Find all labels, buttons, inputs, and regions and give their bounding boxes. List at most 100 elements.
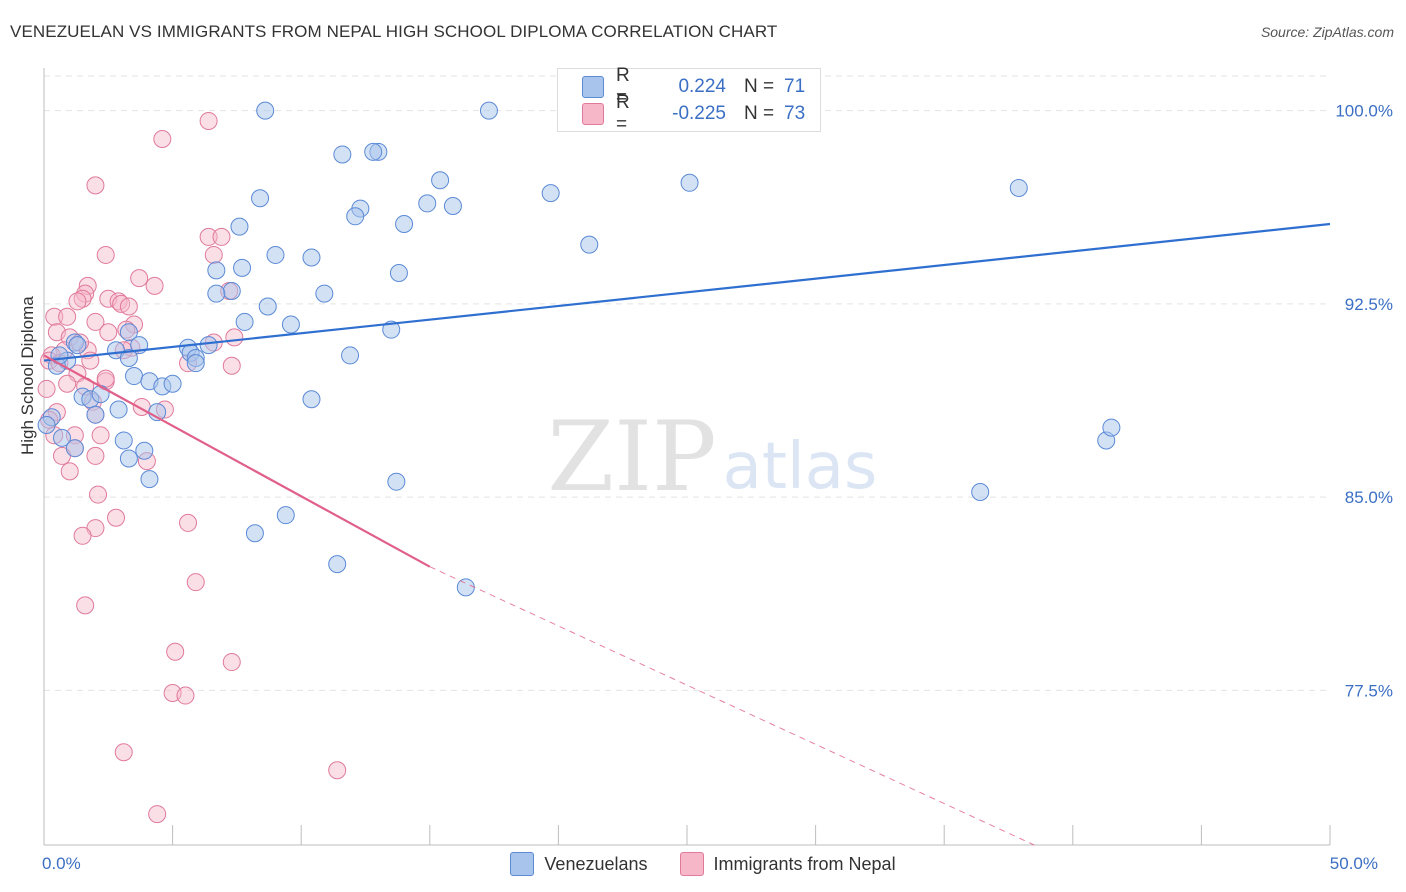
legend-r-label: R = (616, 92, 630, 135)
venezuelan-point (135, 441, 154, 460)
nepal-point (37, 379, 56, 398)
venezuelan-point (186, 354, 205, 373)
venezuelan-point (281, 315, 300, 334)
venezuelan-point (222, 282, 241, 301)
watermark-zip: ZIP (547, 401, 716, 513)
venezuelan-point (235, 312, 254, 331)
legend-r-label: R = (616, 65, 630, 108)
venezuelan-point (86, 405, 105, 424)
venezuelan-point (341, 346, 360, 365)
x-tick-label: 50.0% (1330, 854, 1378, 873)
gridlines (44, 75, 1330, 691)
nepal-point (145, 276, 164, 295)
nepal-point (166, 642, 185, 661)
bottom-legend-nepal: Immigrants from Nepal (679, 852, 896, 876)
venezuelan-point (302, 248, 321, 267)
nepal-point (199, 111, 218, 130)
nepal-point (222, 653, 241, 672)
legend: R = 0.224 N = 71 R = -0.225 N = 73 (557, 65, 821, 135)
nepal-point (99, 323, 118, 342)
nepal-point (109, 292, 128, 311)
venezuelans-trend-line (43, 222, 1331, 362)
venezuelan-point (387, 472, 406, 491)
venezuelan-point (163, 374, 182, 393)
venezuelan-point (382, 320, 401, 339)
venezuelan-point (389, 263, 408, 282)
nepal-point (91, 426, 110, 445)
legend-r-value: -0.225 (672, 103, 726, 124)
watermark-atlas: atlas (723, 430, 878, 504)
legend-n-value: 73 (784, 103, 806, 124)
venezuelan-point (256, 101, 275, 120)
nepal-point (130, 269, 149, 288)
venezuelan-point (541, 184, 560, 203)
series-nepal-points (37, 111, 347, 824)
nepal-point (148, 805, 167, 824)
venezuelan-point (395, 215, 414, 234)
legend-r-value: 0.224 (678, 76, 726, 97)
venezuelan-point (207, 284, 226, 303)
y-tick-label: 100.0% (1335, 102, 1393, 121)
venezuelan-point (233, 258, 252, 277)
nepal-point (225, 328, 244, 347)
legend-n-label: N = (744, 76, 775, 97)
venezuelan-point (114, 431, 133, 450)
venezuelan-point (443, 196, 462, 215)
nepal-point (212, 227, 231, 246)
legend-row-venezuelans: R = 0.224 N = 71 (582, 65, 806, 108)
x-tick-label: 0.0% (42, 854, 81, 873)
legend-row-nepal: R = -0.225 N = 73 (582, 92, 806, 135)
venezuelan-point (91, 385, 110, 404)
nepal-point (76, 596, 95, 615)
nepal-point (58, 374, 77, 393)
nepal-point (114, 743, 133, 762)
bottom-legend-label: Venezuelans (544, 853, 648, 874)
nepal-point (199, 227, 218, 246)
venezuelan-point (680, 173, 699, 192)
nepal-point (179, 513, 198, 532)
legend-swatch-pink (582, 103, 604, 125)
nepal-point (176, 686, 195, 705)
chart-title: VENEZUELAN VS IMMIGRANTS FROM NEPAL HIGH… (10, 22, 778, 41)
venezuelan-point (479, 101, 498, 120)
trend-lines (43, 222, 1331, 846)
nepal-point (153, 129, 172, 148)
nepal-point (86, 446, 105, 465)
bottom-legend-label: Immigrants from Nepal (713, 853, 896, 874)
y-tick-label: 92.5% (1345, 295, 1393, 314)
nepal-point (186, 573, 205, 592)
nepal-point (96, 369, 115, 388)
nepal-point (58, 307, 77, 326)
nepal-point (45, 307, 64, 326)
venezuelan-point (1009, 178, 1028, 197)
venezuelan-point (37, 416, 56, 435)
venezuelan-point (328, 555, 347, 574)
nepal-point (119, 297, 138, 316)
venezuelan-point (580, 235, 599, 254)
legend-n-value: 71 (784, 76, 806, 97)
nepal-point (107, 508, 126, 527)
venezuelan-point (125, 367, 144, 386)
venezuelan-point (456, 578, 475, 597)
watermark: ZIP atlas (547, 401, 877, 513)
venezuelan-point (364, 142, 383, 161)
venezuelan-point (971, 482, 990, 501)
venezuelan-point (140, 470, 159, 489)
venezuelan-point (251, 189, 270, 208)
nepal-point (222, 356, 241, 375)
venezuelan-point (199, 336, 218, 355)
source-label: Source: ZipAtlas.com (1260, 24, 1394, 40)
venezuelan-point (119, 349, 138, 368)
venezuelan-point (266, 245, 285, 264)
nepal-point (89, 485, 108, 504)
axes (43, 68, 1331, 846)
venezuelan-point (418, 194, 437, 213)
venezuelan-point (258, 297, 277, 316)
y-tick-label: 85.0% (1345, 488, 1393, 507)
venezuelan-point (302, 390, 321, 409)
nepal-trend-extension (429, 566, 1035, 846)
nepal-point (96, 245, 115, 264)
nepal-point (73, 289, 92, 308)
nepal-point (328, 761, 347, 780)
